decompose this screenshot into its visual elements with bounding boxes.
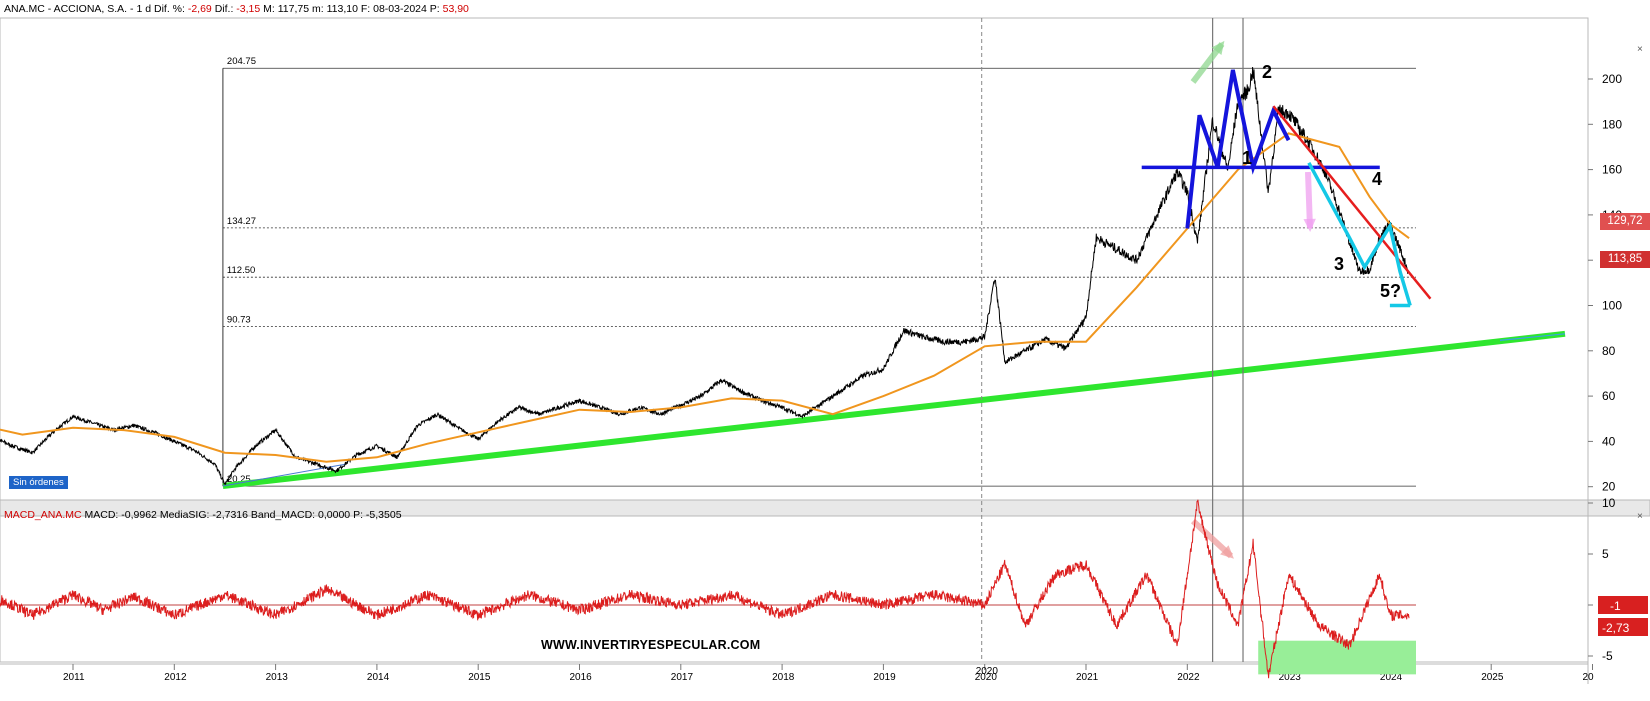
date-label: F: xyxy=(360,3,371,15)
max-value: 117,75 xyxy=(277,3,310,15)
x-tick-label: 2015 xyxy=(468,672,491,683)
macd-label: MACD: xyxy=(84,509,119,521)
x-tick-label: 2018 xyxy=(772,672,795,683)
price-pane xyxy=(0,17,1589,501)
trendline-extension xyxy=(1499,333,1566,341)
max-label: M: xyxy=(263,3,275,15)
bearish-arrow xyxy=(1305,171,1313,229)
macd-line xyxy=(0,499,1410,679)
signal-tag-bg xyxy=(1598,618,1648,636)
macd-y-tick-label: -5 xyxy=(1602,649,1613,663)
p-label: P: xyxy=(429,3,440,15)
resistance-line xyxy=(1272,105,1432,300)
y-tick-label: 60 xyxy=(1602,389,1616,403)
y-tick-label: 20 xyxy=(1602,480,1616,494)
long-term-trendline xyxy=(222,330,1566,490)
timeframe: 1 d xyxy=(136,3,152,15)
macd-value-tag: -1 xyxy=(1610,599,1621,613)
price-series-line xyxy=(0,66,1410,485)
macd-p-label: P: xyxy=(353,509,363,521)
x-tick-label: 20 xyxy=(1583,672,1595,683)
wave-label-2: 2 xyxy=(1262,62,1272,82)
x-tick-label: 2011 xyxy=(63,672,85,683)
double-top-pattern xyxy=(1185,69,1291,229)
y-tick-label: 100 xyxy=(1602,299,1622,313)
price-header: ANA.MC - ACCIONA, S.A. - 1 d Dif. %: -2,… xyxy=(4,3,469,15)
x-tick-label: 2013 xyxy=(266,672,289,683)
x-cursor-label: 2020 xyxy=(976,666,999,677)
x-tick-label: 2025 xyxy=(1481,672,1504,683)
y-tick-label: 160 xyxy=(1602,163,1622,177)
wave-label-3: 3 xyxy=(1334,254,1344,274)
band-label: Band_MACD: xyxy=(250,509,316,521)
date-value: 08-03-2024 xyxy=(373,3,427,15)
x-tick-label: 2022 xyxy=(1177,672,1200,683)
macd-name: MACD_ANA.MC xyxy=(4,509,82,521)
fib-level-label: 20.25 xyxy=(227,474,251,485)
x-tick-label: 2017 xyxy=(671,672,694,683)
signal-value-tag: -2,73 xyxy=(1602,621,1630,635)
pane-divider xyxy=(0,499,1650,517)
y-tick-label: 200 xyxy=(1602,72,1622,86)
y-tick-label: 180 xyxy=(1602,117,1622,131)
fib-level-label: 204.75 xyxy=(227,56,256,67)
dif-label: Dif.: xyxy=(214,3,234,15)
band-value: 0,0000 xyxy=(318,509,351,521)
moving-average-line xyxy=(0,132,1410,463)
last-price-tag: 113,85 xyxy=(1600,251,1650,268)
x-tick-label: 2020 xyxy=(975,672,998,683)
macd-header: MACD_ANA.MC MACD: -0,9962 MediaSIG: -2,7… xyxy=(4,509,402,521)
macd-support-zone xyxy=(1258,640,1416,675)
macd-value: -0,9962 xyxy=(121,509,157,521)
min-label: m: xyxy=(312,3,324,15)
macd-y-tick-label: 5 xyxy=(1602,547,1609,561)
fib-level-label: 90.73 xyxy=(227,314,251,325)
divergence-arrow-head xyxy=(1220,545,1234,559)
wave-label-5: 5? xyxy=(1380,281,1401,301)
bullish-arrow-head xyxy=(1211,40,1225,55)
macd-y-tick-label: 10 xyxy=(1602,496,1616,510)
macd-p-value: -5,3505 xyxy=(365,509,402,521)
wave-count-line xyxy=(1307,161,1412,307)
bearish-arrow-head xyxy=(1303,218,1316,232)
x-tick-label: 2021 xyxy=(1076,672,1099,683)
wave-label-1: 1 xyxy=(1242,148,1252,168)
x-tick-label: 2023 xyxy=(1279,672,1302,683)
macd-tag-bg xyxy=(1598,596,1648,614)
bottom-pane-close-icon[interactable]: × xyxy=(1637,511,1643,522)
orders-badge[interactable]: Sin órdenes xyxy=(9,476,68,489)
wave-label-4: 4 xyxy=(1372,169,1382,189)
x-tick-label: 2016 xyxy=(570,672,593,683)
x-tick-label: 2012 xyxy=(164,672,187,683)
x-tick-label: 2014 xyxy=(367,672,390,683)
dif-value: -3,15 xyxy=(236,3,261,15)
ma-price-tag: 129,72 xyxy=(1600,213,1650,230)
min-value: 113,10 xyxy=(326,3,358,15)
watermark-text: WWW.INVERTIRYESPECULAR.COM xyxy=(541,638,761,652)
top-pane-close-icon[interactable]: × xyxy=(1637,44,1643,55)
y-tick-label: 40 xyxy=(1602,434,1616,448)
dif-pct-label: Dif. %: xyxy=(153,3,185,15)
macd-pane xyxy=(0,515,1589,663)
dif-pct-value: -2,69 xyxy=(187,3,212,15)
fib-level-label: 112.50 xyxy=(227,265,255,276)
fib-level-label: 134.27 xyxy=(227,216,256,227)
p-value: 53,90 xyxy=(442,3,469,15)
x-tick-label: 2024 xyxy=(1380,672,1403,683)
y-tick-label: 80 xyxy=(1602,344,1616,358)
signal-label: MediaSIG: xyxy=(159,509,210,521)
symbol-name: ANA.MC - ACCIONA, S.A. - xyxy=(4,3,134,15)
signal-value: -2,7316 xyxy=(212,509,248,521)
x-tick-label: 2019 xyxy=(873,672,896,683)
